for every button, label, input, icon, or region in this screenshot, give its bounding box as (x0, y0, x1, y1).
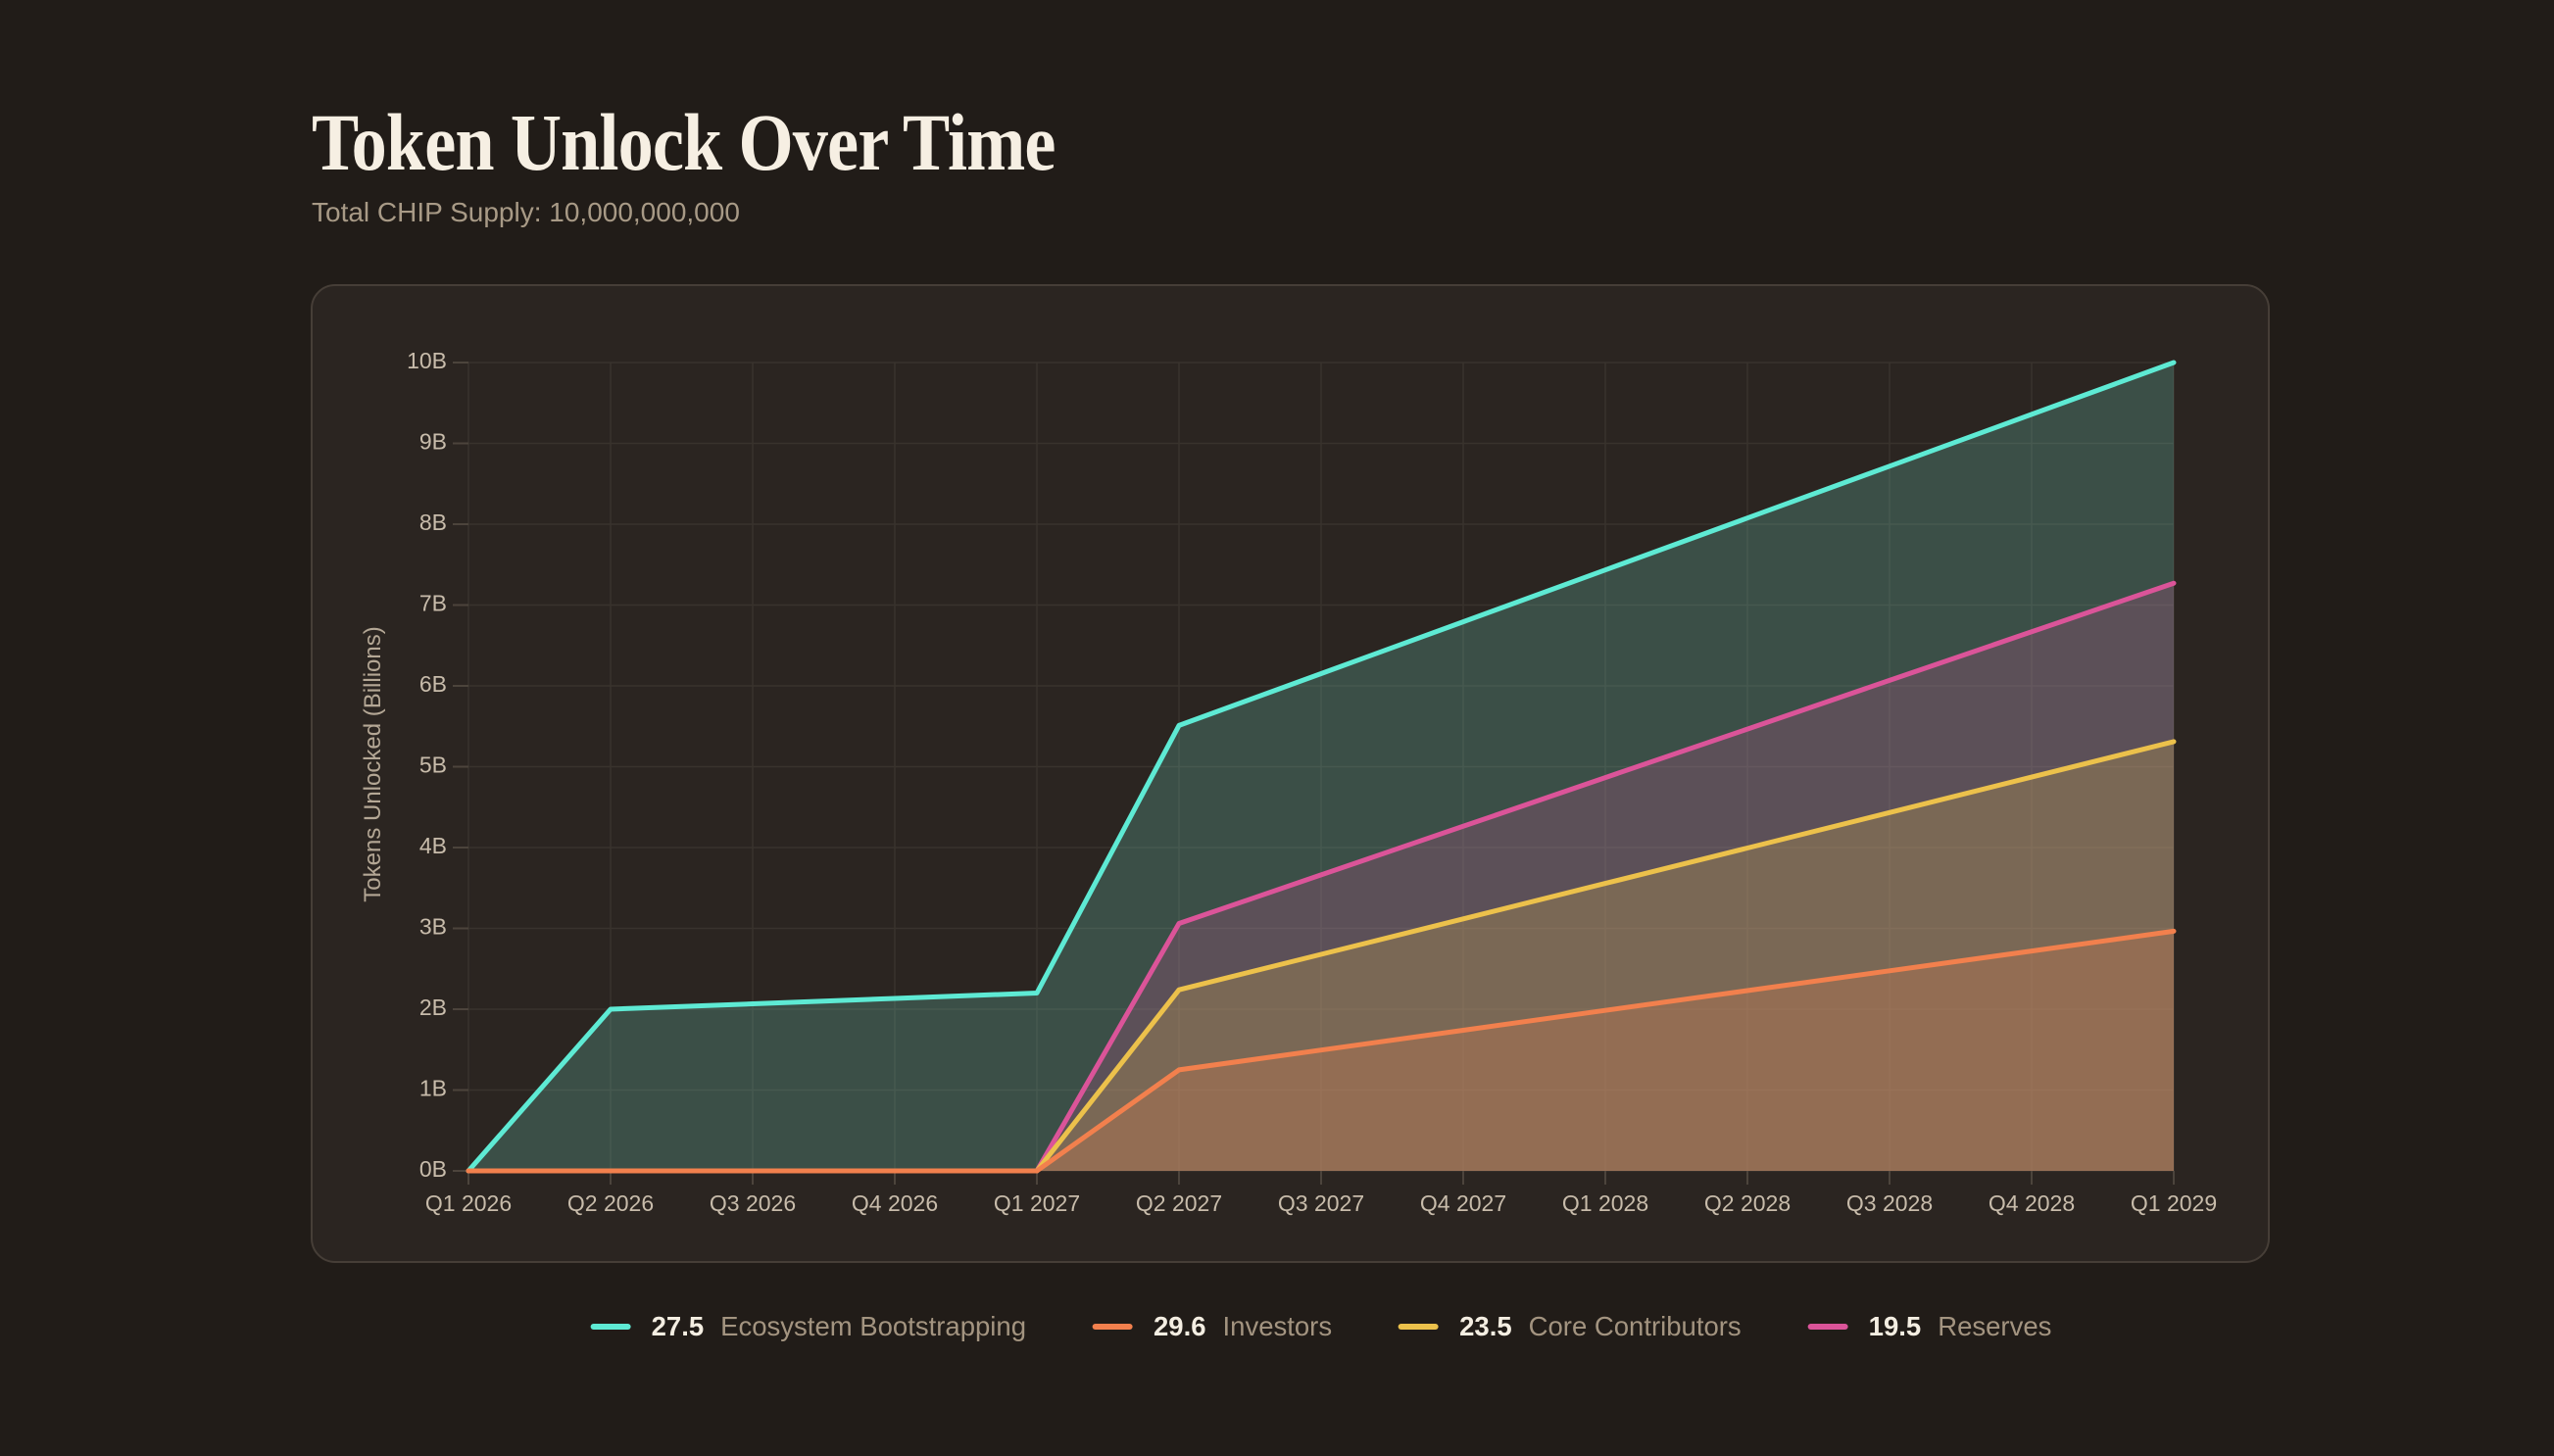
svg-text:4B: 4B (419, 833, 447, 858)
svg-text:3B: 3B (419, 914, 447, 940)
svg-text:10B: 10B (407, 348, 447, 373)
svg-text:Q4 2026: Q4 2026 (852, 1190, 938, 1216)
svg-text:9B: 9B (419, 429, 447, 455)
svg-text:Q4 2027: Q4 2027 (1420, 1190, 1506, 1216)
svg-text:0B: 0B (419, 1156, 447, 1182)
svg-text:Q1 2026: Q1 2026 (425, 1190, 512, 1216)
svg-text:7B: 7B (419, 591, 447, 616)
svg-text:Q1 2027: Q1 2027 (994, 1190, 1080, 1216)
svg-text:Q2 2026: Q2 2026 (567, 1190, 654, 1216)
svg-text:Tokens Unlocked (Billions): Tokens Unlocked (Billions) (360, 626, 386, 901)
svg-text:8B: 8B (419, 510, 447, 535)
svg-text:Q3 2028: Q3 2028 (1846, 1190, 1933, 1216)
svg-text:5B: 5B (419, 752, 447, 778)
svg-text:2B: 2B (419, 995, 447, 1020)
svg-text:Q3 2026: Q3 2026 (710, 1190, 796, 1216)
svg-text:Q2 2028: Q2 2028 (1704, 1190, 1791, 1216)
svg-text:6B: 6B (419, 671, 447, 697)
svg-text:1B: 1B (419, 1076, 447, 1101)
svg-text:Q3 2027: Q3 2027 (1278, 1190, 1364, 1216)
svg-text:Q1 2029: Q1 2029 (2131, 1190, 2217, 1216)
svg-text:Q2 2027: Q2 2027 (1136, 1190, 1222, 1216)
svg-text:Q1 2028: Q1 2028 (1562, 1190, 1648, 1216)
svg-text:Q4 2028: Q4 2028 (1989, 1190, 2075, 1216)
